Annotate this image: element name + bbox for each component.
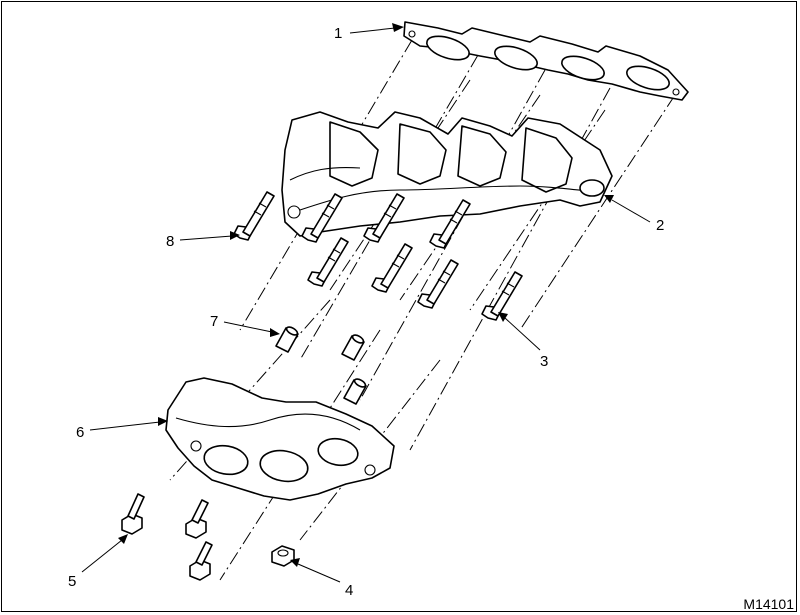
callout-3: 3 [540, 353, 548, 370]
callout-5: 5 [68, 573, 76, 590]
leader-lines [81, 23, 651, 583]
callout-8: 8 [166, 233, 174, 250]
callout-6: 6 [76, 424, 84, 441]
callout-7: 7 [210, 313, 218, 330]
manifold-gasket [403, 21, 689, 101]
exhaust-manifold [281, 111, 613, 237]
callout-1: 1 [334, 25, 342, 42]
callout-4: 4 [345, 582, 353, 599]
heat-shield [165, 377, 395, 501]
callout-2: 2 [656, 217, 664, 234]
spacer-sleeves [275, 324, 368, 405]
nut [271, 545, 295, 567]
heat-shield-bolts [121, 493, 213, 581]
figure-id: M14101 [743, 596, 794, 612]
